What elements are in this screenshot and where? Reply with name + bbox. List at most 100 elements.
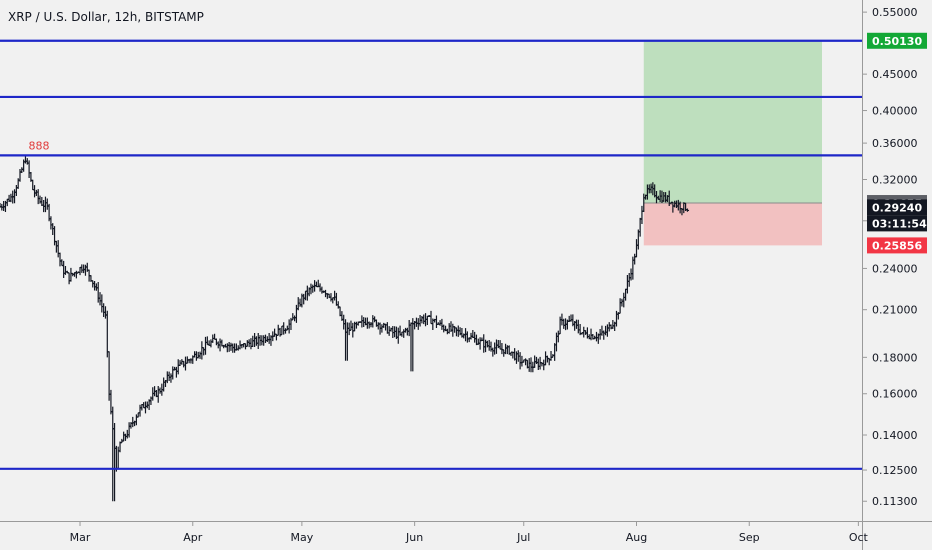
candle [454,327,459,337]
stop-zone [643,203,822,246]
candle [536,358,540,370]
candle [494,339,499,354]
x-tick-label: Apr [183,531,203,544]
candle [342,314,346,330]
candle [411,318,415,372]
candle [382,322,386,328]
price-tag-box [867,215,927,232]
candle [476,338,480,345]
candle [131,416,135,428]
candle [293,315,297,322]
candle [12,189,17,204]
candle [685,208,690,212]
candle [14,184,18,196]
x-tick-label: Oct [849,531,869,544]
candle [198,351,202,359]
candle [111,406,115,502]
y-tick-label: 0.55000 [872,6,918,19]
y-tick-label: 0.12500 [872,464,918,477]
candle [167,371,171,382]
candle [360,315,364,328]
price-tag-box [867,32,927,49]
candle [334,292,339,306]
candle [232,343,237,353]
candle [473,331,477,343]
candle [278,327,282,337]
candle [98,292,102,306]
candle [309,283,313,295]
candle [218,338,222,352]
candle [109,389,113,415]
candle [520,355,524,367]
candle [116,446,120,470]
candle [338,306,342,317]
chart-title: XRP / U.S. Dollar, 12h, BITSTAMP [8,10,204,24]
candle [553,343,557,361]
candle [620,298,624,307]
candle [253,333,257,348]
candle [125,429,129,439]
candle [576,319,580,334]
candle [638,217,642,237]
candle [540,362,544,367]
candle [574,319,579,329]
candle [407,319,411,337]
candle [503,343,508,355]
candle [429,310,433,325]
candle [500,342,504,355]
candle [602,330,606,340]
candle [171,366,175,380]
candle [294,304,299,323]
candle [589,328,593,341]
candle [367,321,371,329]
candle [20,167,24,174]
candle [62,260,66,278]
candle [32,185,37,198]
candle [478,337,482,350]
candle [402,329,406,338]
y-tick-label: 0.40000 [872,105,918,118]
candle [320,286,324,294]
candle [49,216,53,230]
candle [100,294,104,313]
y-tick-label: 0.21000 [872,304,918,317]
candle [303,290,308,301]
candle [9,193,13,203]
candle [634,239,639,258]
candle [622,292,626,308]
candle [333,290,337,301]
candle [200,341,204,360]
candle [169,373,173,383]
candle [543,351,548,366]
candle [229,342,233,351]
candle [371,315,375,328]
candle [58,252,62,267]
candle [311,284,315,293]
candle [203,336,208,355]
candle [425,315,429,325]
candle [287,319,291,334]
candle [414,317,419,327]
candle [611,320,615,329]
y-tick-label: 0.24000 [872,262,918,275]
candle [123,433,128,441]
candle [607,322,611,332]
candle [105,310,109,358]
candle [162,377,166,392]
candle [302,293,306,305]
candle [482,334,486,353]
candle [96,281,100,303]
candle [209,339,213,348]
candle [285,325,289,331]
candle [122,431,126,442]
candle [453,326,457,333]
candle [560,313,564,326]
candle [614,310,619,327]
candle [112,422,117,502]
candle [103,306,108,319]
candle [347,322,351,336]
x-tick-label: Aug [626,531,647,544]
candle [498,340,502,350]
candle [291,313,295,321]
